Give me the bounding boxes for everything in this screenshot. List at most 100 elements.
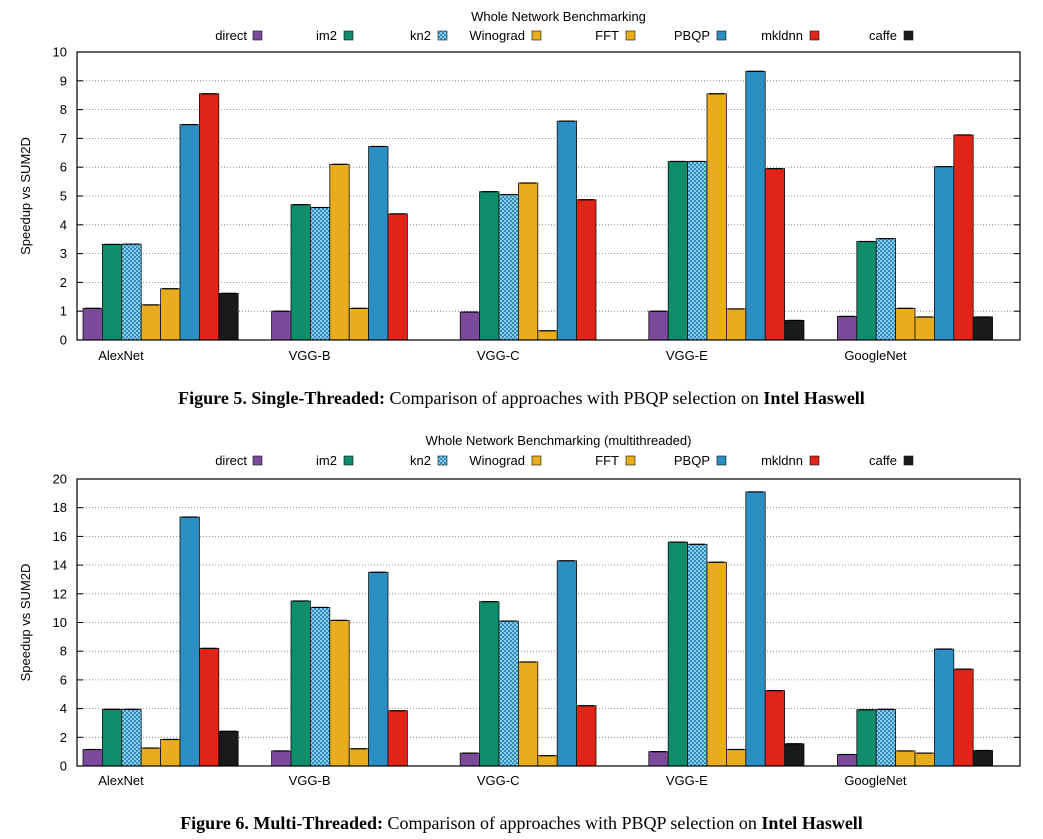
legend-label-pbqp: PBQP [674,453,710,468]
bar-alexnet-direct [82,307,103,341]
bar-googlenet-im2 [856,709,877,767]
caption-target: Intel Haswell [761,813,863,833]
x-tick-label-alexnet: AlexNet [98,348,144,363]
bar-vgg-e-direct [648,310,669,341]
bar-vgg-c-pbqp [556,120,578,341]
legend-label-im2: im2 [316,453,337,468]
legend-swatch-direct [252,455,263,466]
legend-label-winograd: Winograd [469,453,525,468]
x-tick-label-vgg-e: VGG-E [666,773,708,788]
y-tick-label: 7 [60,131,67,146]
legend-swatch-caffe [903,30,914,41]
legend-label-mkldnn: mkldnn [761,453,803,468]
y-tick-label: 2 [60,730,67,745]
figure-5: Whole Network Benchmarking direct im2 kn2 Wi… [18,9,1021,408]
x-tick-label-vgg-c: VGG-C [477,773,520,788]
bar-vgg-b-direct [271,310,292,341]
y-tick-label: 10 [53,615,67,630]
x-tick-label-vgg-b: VGG-B [289,773,331,788]
x-tick-label-googlenet: GoogleNet [844,348,907,363]
bar-vgg-c-im2 [479,191,500,341]
legend-label-caffe: caffe [869,28,897,43]
legend-swatch-im2 [343,455,354,466]
chart-single-threaded: Whole Network Benchmarking direct im2 kn2 Wi… [18,9,1021,363]
bar-vgg-e-winograd [706,93,727,341]
bar-vgg-c-direct [459,311,481,341]
caption-label: Figure 5. [178,388,247,408]
legend-swatch-kn2 [437,455,448,466]
legend-swatch-im2 [343,30,354,41]
bar-vgg-c-direct [459,752,481,767]
chart-title: Whole Network Benchmarking [471,9,646,24]
legend-swatch-fft [625,30,636,41]
legend-label-kn2: kn2 [410,28,431,43]
y-axis-label: Speedup vs SUM2D [18,564,33,682]
caption-text: Comparison of approaches with PBQP selec… [389,388,759,408]
legend-swatch-pbqp [716,30,727,41]
legend-label-direct: direct [215,28,247,43]
figure-6: Whole Network Benchmarking (multithreade… [0,428,1043,839]
caption-target: Intel Haswell [763,388,865,408]
legend-swatch-pbqp [716,455,727,466]
y-tick-label: 1 [60,304,67,319]
bar-vgg-e-winograd [706,561,727,767]
bar-alexnet-fft [160,739,181,767]
y-tick-label: 8 [60,644,67,659]
bar-googlenet-winograd [895,307,916,341]
bar-alexnet-mkldnn [198,647,220,767]
y-tick-label: 20 [53,472,67,487]
chart-multi-threaded: Whole Network Benchmarking (multithreade… [18,433,1021,788]
bar-vgg-b-kn2 [309,207,331,341]
bar-googlenet-fft [914,752,935,767]
bar-vgg-e-mkldnn [764,168,786,341]
legend-swatch-fft [625,455,636,466]
legend-label-mkldnn: mkldnn [761,28,803,43]
bar-vgg-b-im2 [290,204,311,341]
bar-googlenet-winograd [895,750,916,767]
bar-vgg-e-im2 [667,541,689,767]
bar-vgg-c-mkldnn [576,705,597,767]
bar-googlenet-im2 [856,241,877,341]
legend-label-direct: direct [215,453,247,468]
bar-vgg-e-direct [648,751,669,767]
bar-vgg-b-mkldnn [387,213,408,341]
y-tick-label: 0 [60,333,67,348]
bar-googlenet-caffe [972,750,994,767]
y-tick-label: 0 [60,759,67,774]
plot-frame [76,478,1021,767]
chart-title: Whole Network Benchmarking (multithreade… [426,433,692,448]
y-tick-label: 9 [60,73,67,88]
bar-googlenet-kn2 [875,708,897,767]
bar-vgg-e-pbqp [745,70,766,341]
legend-swatch-winograd [531,30,542,41]
bar-alexnet-caffe [218,292,239,341]
bar-googlenet-direct [837,754,858,767]
bar-vgg-b-direct [271,750,292,767]
bar-alexnet-pbqp [179,124,200,341]
legend-label-im2: im2 [316,28,337,43]
bar-googlenet-pbqp [934,648,955,767]
bar-vgg-b-winograd [329,163,350,341]
y-tick-label: 14 [53,558,67,573]
bar-vgg-c-fft [537,755,558,767]
bar-googlenet-pbqp [934,166,955,341]
y-tick-label: 3 [60,246,67,261]
bar-vgg-b-mkldnn [387,710,408,767]
bar-vgg-e-caffe [784,320,805,341]
bar-vgg-e-mkldnn [764,690,786,767]
caption-text: Comparison of approaches with PBQP selec… [387,813,757,833]
bar-alexnet-kn2 [121,708,142,767]
x-tick-label-vgg-e: VGG-E [666,348,708,363]
y-tick-label: 18 [53,500,67,515]
caption-title: Multi-Threaded: [253,813,384,833]
y-axis-label: Speedup vs SUM2D [18,137,33,255]
bar-alexnet-winograd [140,747,161,767]
legend-label-kn2: kn2 [410,453,431,468]
bar-googlenet-direct [837,315,858,341]
y-tick-label: 4 [60,217,67,232]
legend-label-caffe: caffe [869,453,897,468]
y-tick-label: 6 [60,672,67,687]
bar-alexnet-direct [82,749,103,767]
legend-swatch-winograd [531,455,542,466]
x-tick-label-alexnet: AlexNet [98,773,144,788]
